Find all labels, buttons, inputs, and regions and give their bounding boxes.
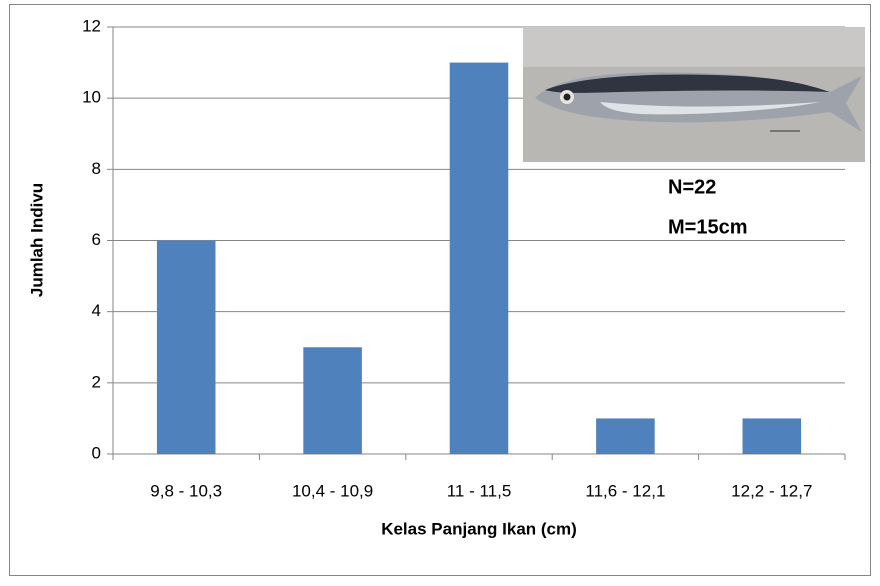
y-tick-label: 0 [92,443,101,462]
y-tick-label: 12 [82,16,101,35]
fish-back [545,74,830,93]
annotation: N=22 [668,176,716,198]
y-tick-label: 4 [92,301,101,320]
bar [596,418,655,454]
bar [449,62,509,454]
bar [742,418,802,454]
y-tick-label: 8 [92,159,101,178]
y-tick-label: 2 [92,372,101,391]
x-axis-title: Kelas Panjang Ikan (cm) [381,519,577,538]
x-tick-label: 9,8 - 10,3 [150,481,222,500]
x-tick-label: 11 - 11,5 [447,481,512,500]
y-tick-label: 6 [92,230,101,249]
y-tick-label: 10 [82,88,101,107]
y-axis-title: Jumlah Indivu [27,183,46,297]
fish-photo [523,27,865,162]
fish-pupil [563,93,571,101]
x-tick-label: 10,4 - 10,9 [292,481,373,500]
x-tick-label: 11,6 - 12,1 [585,481,665,500]
fish-belly [600,102,820,115]
photo-backdrop [523,27,865,67]
x-tick-label: 12,2 - 12,7 [731,481,812,500]
bar [156,240,216,454]
annotation: M=15cm [668,216,748,238]
bar [303,347,362,454]
